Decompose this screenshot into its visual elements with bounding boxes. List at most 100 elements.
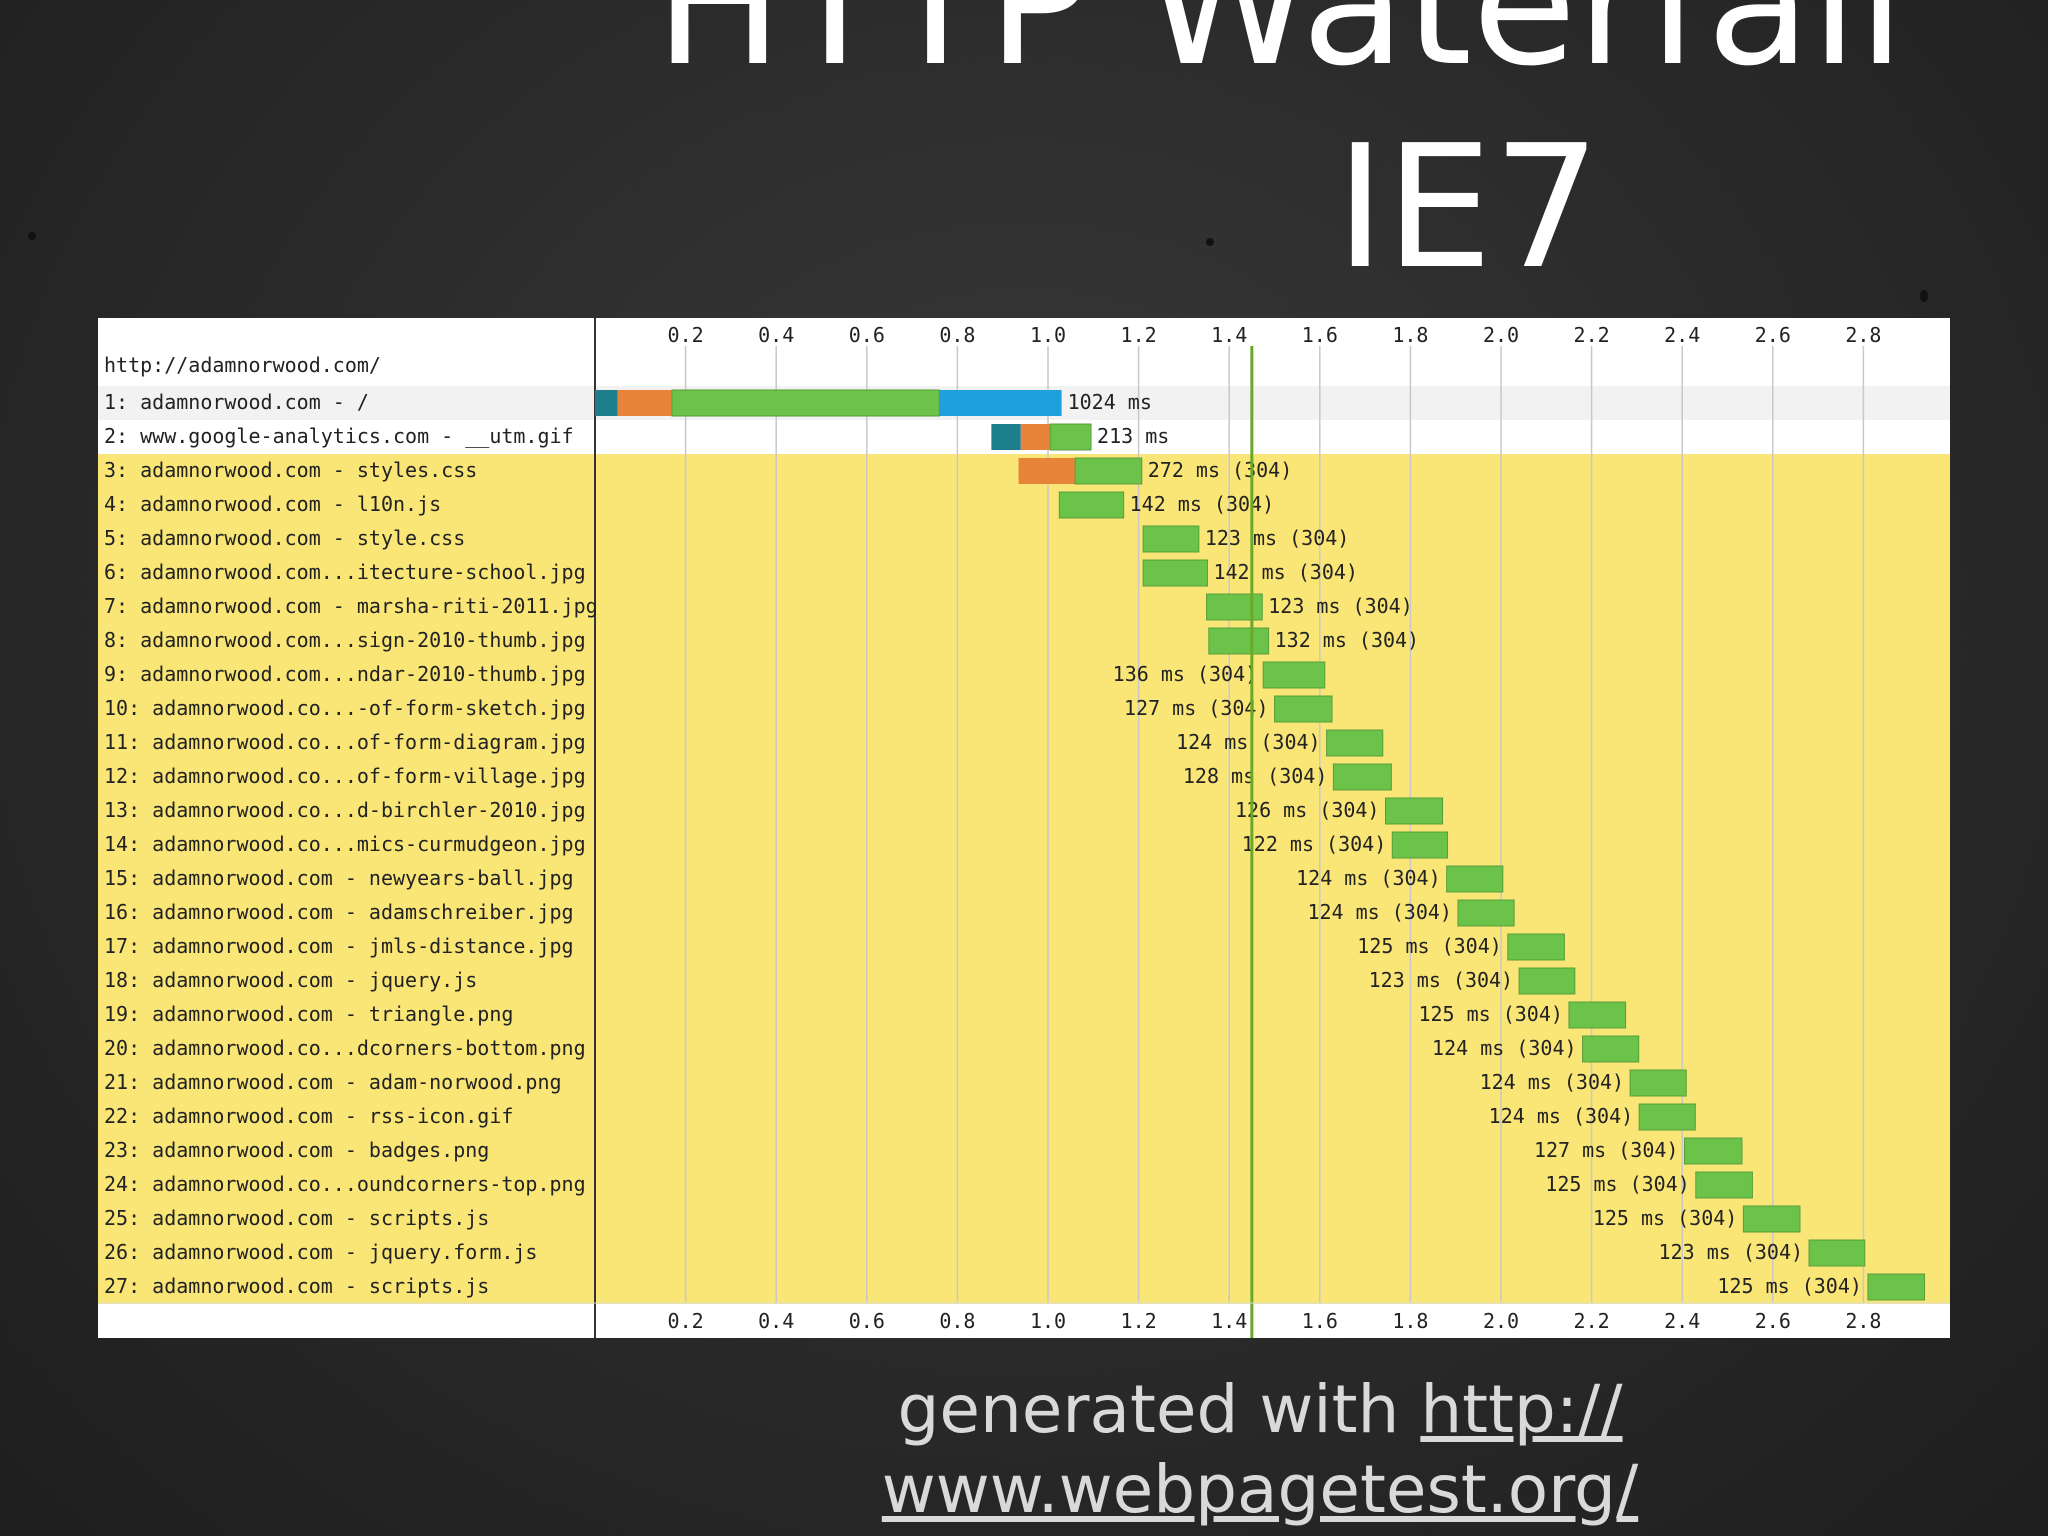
bar-segment-ttfb	[1457, 899, 1515, 927]
bar-time-label: 122 ms (304)	[1242, 832, 1387, 856]
bar-segment-dns	[991, 424, 1021, 450]
row-background	[98, 624, 1950, 658]
row-background	[98, 862, 1950, 896]
bar-segment-ttfb	[1208, 627, 1270, 655]
row-background	[98, 828, 1950, 862]
bar-time-label: 125 ms (304)	[1545, 1172, 1690, 1196]
bar-segment-ttfb	[1507, 933, 1565, 961]
bar-segment-connect	[617, 390, 673, 416]
bar-time-label: 123 ms (304)	[1369, 968, 1514, 992]
bar-time-label: 125 ms (304)	[1593, 1206, 1738, 1230]
x-tick-label-top: 2.8	[1845, 323, 1881, 347]
bar-segment-ttfb	[1582, 1035, 1640, 1063]
bar-segment-ttfb	[1568, 1001, 1627, 1029]
x-tick-label-bottom: 1.8	[1392, 1309, 1428, 1333]
bar-time-label: 136 ms (304)	[1113, 662, 1258, 686]
request-row-label: 5: adamnorwood.com - style.css	[104, 526, 465, 550]
x-tick-label-top: 2.0	[1483, 323, 1519, 347]
request-row-label: 17: adamnorwood.com - jmls-distance.jpg	[104, 934, 574, 958]
bar-segment-ttfb	[1391, 831, 1449, 859]
row-background	[98, 522, 1950, 556]
x-tick-label-top: 1.2	[1121, 323, 1157, 347]
bar-time-label: 127 ms (304)	[1124, 696, 1269, 720]
bar-time-label: 127 ms (304)	[1534, 1138, 1679, 1162]
request-row-label: 25: adamnorwood.com - scripts.js	[104, 1206, 489, 1230]
request-row-label: 7: adamnorwood.com - marsha-riti-2011.jp…	[104, 594, 598, 618]
request-row-label: 22: adamnorwood.com - rss-icon.gif	[104, 1104, 513, 1128]
bar-segment-download	[939, 390, 1062, 416]
footer-credit: generated with http:// www.webpagetest.o…	[760, 1370, 1760, 1530]
x-tick-label-bottom: 2.0	[1483, 1309, 1519, 1333]
x-tick-label-top: 1.8	[1392, 323, 1428, 347]
request-row-label: 3: adamnorwood.com - styles.css	[104, 458, 477, 482]
x-tick-label-top: 0.4	[758, 323, 794, 347]
bar-time-label: 128 ms (304)	[1183, 764, 1328, 788]
bar-time-label: 125 ms (304)	[1418, 1002, 1563, 1026]
request-row-label: 8: adamnorwood.com...sign-2010-thumb.jpg	[104, 628, 586, 652]
x-tick-label-bottom: 2.8	[1845, 1309, 1881, 1333]
request-row-label: 13: adamnorwood.co...d-birchler-2010.jpg	[104, 798, 586, 822]
request-row-label: 9: adamnorwood.com...ndar-2010-thumb.jpg	[104, 662, 586, 686]
bar-segment-ttfb	[1332, 763, 1392, 791]
bar-segment-ttfb	[1384, 797, 1444, 825]
bar-time-label: 125 ms (304)	[1357, 934, 1502, 958]
request-row-label: 14: adamnorwood.co...mics-curmudgeon.jpg	[104, 832, 586, 856]
request-row-label: 1: adamnorwood.com - /	[104, 390, 369, 414]
x-tick-label-bottom: 1.0	[1030, 1309, 1066, 1333]
row-background	[98, 998, 1950, 1032]
request-row-label: 23: adamnorwood.com - badges.png	[104, 1138, 489, 1162]
request-row-label: 16: adamnorwood.com - adamschreiber.jpg	[104, 900, 574, 924]
bar-segment-ttfb	[1206, 593, 1263, 621]
x-tick-label-bottom: 1.4	[1211, 1309, 1247, 1333]
x-tick-label-bottom: 2.6	[1755, 1309, 1791, 1333]
x-tick-label-bottom: 0.2	[668, 1309, 704, 1333]
x-tick-label-top: 1.6	[1302, 323, 1338, 347]
bar-segment-ttfb	[1262, 661, 1326, 689]
request-row-label: 27: adamnorwood.com - scripts.js	[104, 1274, 489, 1298]
x-tick-label-bottom: 1.2	[1121, 1309, 1157, 1333]
request-row-label: 26: adamnorwood.com - jquery.form.js	[104, 1240, 537, 1264]
webpagetest-link-part2[interactable]: www.webpagetest.org/	[881, 1451, 1639, 1528]
row-background	[98, 1032, 1950, 1066]
bar-time-label: 124 ms (304)	[1489, 1104, 1634, 1128]
bar-time-label: 123 ms (304)	[1205, 526, 1350, 550]
x-tick-label-top: 2.2	[1574, 323, 1610, 347]
bar-time-label: 142 ms (304)	[1130, 492, 1275, 516]
bar-segment-ttfb	[1629, 1069, 1687, 1097]
bar-time-label: 123 ms (304)	[1659, 1240, 1804, 1264]
x-tick-label-bottom: 2.2	[1574, 1309, 1610, 1333]
row-background	[98, 1202, 1950, 1236]
bar-segment-ttfb	[1142, 525, 1200, 553]
bar-segment-ttfb	[1049, 423, 1092, 451]
bar-segment-ttfb	[1446, 865, 1504, 893]
webpagetest-link-part1[interactable]: http://	[1420, 1371, 1623, 1448]
x-tick-label-top: 0.6	[849, 323, 885, 347]
bar-segment-ttfb	[1518, 967, 1576, 995]
bar-segment-ttfb	[1058, 491, 1125, 519]
request-row-label: 11: adamnorwood.co...of-form-diagram.jpg	[104, 730, 586, 754]
row-background	[98, 726, 1950, 760]
bar-time-label: 124 ms (304)	[1480, 1070, 1625, 1094]
bar-segment-ttfb	[1683, 1137, 1743, 1165]
row-background	[98, 658, 1950, 692]
request-row-label: 18: adamnorwood.com - jquery.js	[104, 968, 477, 992]
x-tick-label-top: 0.2	[668, 323, 704, 347]
request-row-label: 4: adamnorwood.com - l10n.js	[104, 492, 441, 516]
request-row-label: 2: www.google-analytics.com - __utm.gif	[104, 424, 574, 448]
bar-segment-connect	[1020, 424, 1051, 450]
bar-time-label: 272 ms (304)	[1148, 458, 1293, 482]
x-tick-label-bottom: 0.4	[758, 1309, 794, 1333]
x-tick-label-top: 0.8	[939, 323, 975, 347]
x-tick-label-top: 1.0	[1030, 323, 1066, 347]
bar-segment-ttfb	[1074, 457, 1143, 485]
bar-segment-ttfb	[1638, 1103, 1696, 1131]
footer-prefix: generated with	[897, 1371, 1421, 1448]
request-row-label: 10: adamnorwood.co...-of-form-sketch.jpg	[104, 696, 586, 720]
x-tick-label-bottom: 0.8	[939, 1309, 975, 1333]
bar-segment-ttfb	[671, 389, 940, 417]
row-background	[98, 556, 1950, 590]
bar-segment-connect	[1018, 458, 1076, 484]
bar-segment-ttfb	[1142, 559, 1208, 587]
bar-time-label: 132 ms (304)	[1275, 628, 1420, 652]
waterfall-chart: 0.2 0.2 0.4 0.4 0.6 0.6 0.8 0.8 1.0 1.0 1.2 1.2 1.4 1…	[98, 318, 1950, 1338]
